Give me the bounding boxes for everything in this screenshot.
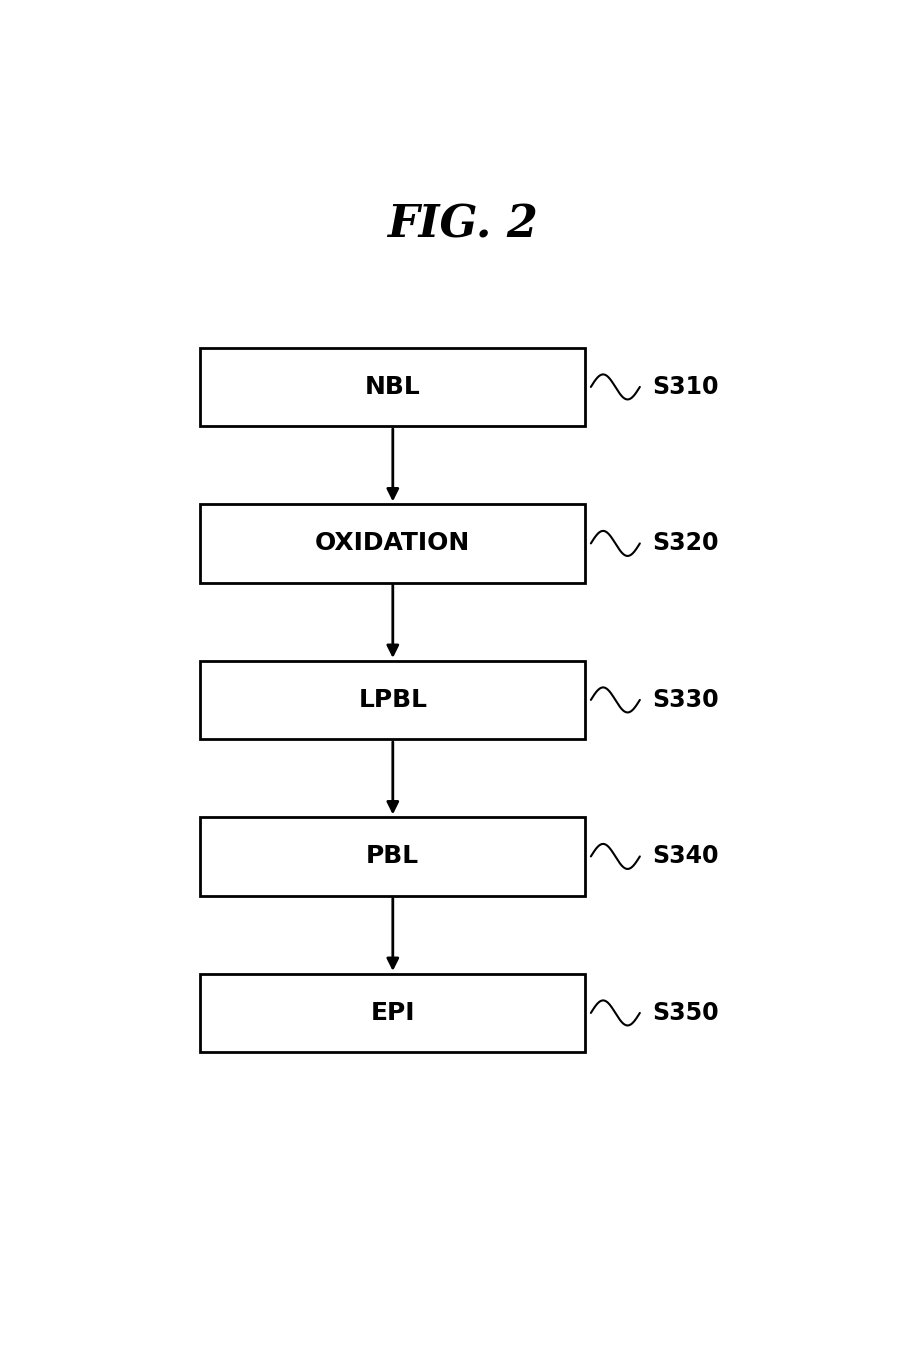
Text: FIG. 2: FIG. 2 [387, 203, 538, 247]
FancyBboxPatch shape [200, 974, 584, 1051]
Text: S330: S330 [652, 688, 718, 711]
Text: OXIDATION: OXIDATION [315, 531, 470, 556]
Text: EPI: EPI [370, 1001, 415, 1024]
Text: PBL: PBL [366, 844, 419, 869]
FancyBboxPatch shape [200, 504, 584, 583]
Text: S340: S340 [652, 844, 718, 869]
Text: S350: S350 [652, 1001, 718, 1024]
FancyBboxPatch shape [200, 661, 584, 738]
Text: NBL: NBL [364, 375, 420, 398]
FancyBboxPatch shape [200, 817, 584, 896]
Text: LPBL: LPBL [358, 688, 427, 711]
Text: S320: S320 [652, 531, 718, 556]
Text: S310: S310 [652, 375, 718, 398]
FancyBboxPatch shape [200, 348, 584, 425]
